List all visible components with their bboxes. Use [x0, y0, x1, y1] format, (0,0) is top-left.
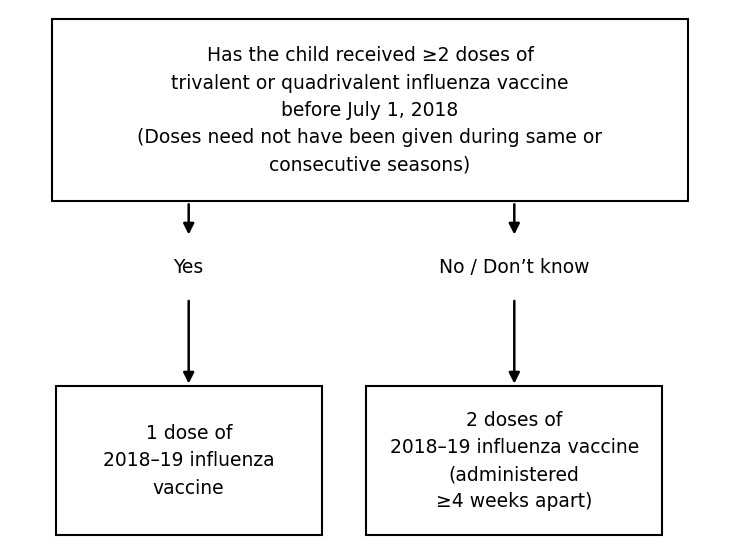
Text: No / Don’t know: No / Don’t know — [439, 258, 590, 277]
Text: Has the child received ≥2 doses of
trivalent or quadrivalent influenza vaccine
b: Has the child received ≥2 doses of triva… — [138, 46, 602, 174]
Text: Yes: Yes — [174, 258, 204, 277]
FancyBboxPatch shape — [56, 386, 322, 535]
Text: 1 dose of
2018–19 influenza
vaccine: 1 dose of 2018–19 influenza vaccine — [103, 424, 275, 498]
FancyBboxPatch shape — [366, 386, 662, 535]
FancyBboxPatch shape — [52, 19, 688, 201]
Text: 2 doses of
2018–19 influenza vaccine
(administered
≥4 weeks apart): 2 doses of 2018–19 influenza vaccine (ad… — [390, 411, 639, 511]
